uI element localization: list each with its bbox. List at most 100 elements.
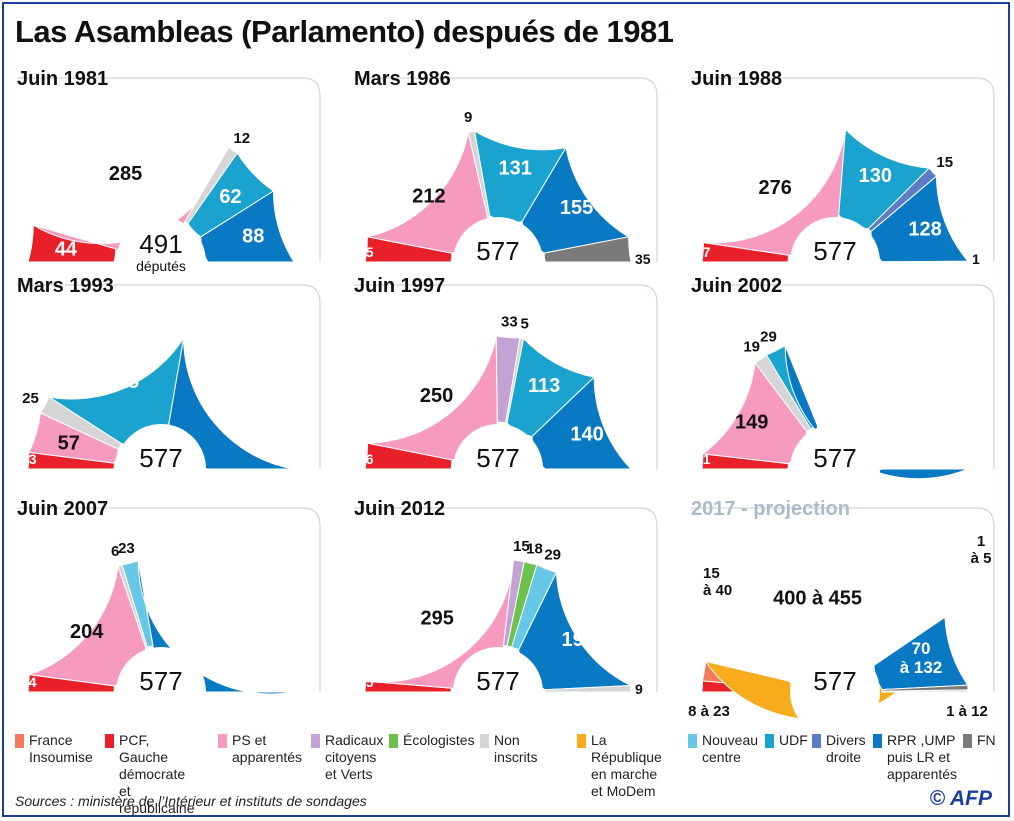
legend-swatch xyxy=(105,734,114,748)
legend-label: Écologistes xyxy=(403,732,475,748)
legend-label: RPR ,UMP puis LR et apparentés xyxy=(887,732,958,782)
seat-label: 285 xyxy=(109,163,142,185)
seat-label: 33 xyxy=(501,313,518,330)
chart-panel-title: Juin 1997 xyxy=(354,275,446,297)
seat-slice xyxy=(544,684,632,693)
total-seats-label: 577 xyxy=(139,666,182,696)
seat-label: 57 xyxy=(58,432,80,454)
chart-panel-title: Juin 1988 xyxy=(691,68,783,90)
seat-slice xyxy=(881,689,969,693)
hemicycle-center xyxy=(116,647,206,737)
panel-frame-line xyxy=(354,77,658,262)
seat-label: 12 xyxy=(233,130,250,147)
seat-label: 250 xyxy=(420,385,453,407)
hemicycle-chart: 21 149 19 29 359 577 Juin 2002 xyxy=(689,275,1009,514)
seat-label: 36 xyxy=(358,451,374,467)
legend-swatch xyxy=(688,734,697,748)
seat-label: 23 xyxy=(118,540,135,557)
seat-slice xyxy=(881,260,969,263)
total-seats-label: 577 xyxy=(476,443,519,473)
chart-panel-title: Juin 2012 xyxy=(354,498,446,520)
seat-label: 15 xyxy=(703,565,720,582)
seat-slice xyxy=(543,236,632,263)
legend-swatch xyxy=(963,734,972,748)
seat-label: 15 xyxy=(358,674,374,690)
legend-label: PCF, Gauche démocrate et républicaine xyxy=(119,732,195,816)
total-seats-label: 491 xyxy=(139,229,182,259)
hemicycle-chart: 15 295 15 18 29 196 9 577 Juin 2012 xyxy=(352,498,672,737)
seat-label: à 5 xyxy=(971,550,992,567)
hemicycle-chart: 8 à 23 15 à 40 400 à 455 70 à 132 1 à 12 1 à 5 57… xyxy=(688,498,1009,737)
seat-label: 24 xyxy=(21,674,37,690)
seat-label: 6 xyxy=(111,543,119,560)
seat-label: 27 xyxy=(695,244,711,260)
hemicycle-svg: 27 276 130 15 128 1 577 xyxy=(691,77,995,307)
panel-frame-line xyxy=(354,284,658,469)
chart-panel-title: 2017 - projection xyxy=(691,498,850,520)
panel-frame-line xyxy=(17,284,321,469)
legend-label: Nouveau centre xyxy=(702,732,759,765)
source-note: Sources : ministère de l’Intérieur et in… xyxy=(15,793,367,809)
seat-label: 70 xyxy=(912,639,931,658)
seat-label: 1 xyxy=(977,533,985,550)
seat-label: 130 xyxy=(859,165,892,187)
legend-swatch xyxy=(15,734,24,748)
hemicycle-center xyxy=(116,424,206,514)
legend-label: FN xyxy=(977,732,996,748)
panel-frame-line xyxy=(17,507,321,692)
legend-swatch xyxy=(765,734,774,748)
total-seats-label: 577 xyxy=(476,666,519,696)
hemicycle-chart: 35 212 9 131 155 35 577 Mars 1986 xyxy=(352,68,672,307)
legend-label: Non inscrits xyxy=(494,732,538,765)
seat-label: 295 xyxy=(420,608,453,630)
seat-label: 320 xyxy=(206,609,239,631)
hemicycle-svg: 36 250 33 5 113 140 577 xyxy=(354,284,658,514)
seat-label: 128 xyxy=(908,219,941,241)
seat-label: 18 xyxy=(526,541,543,558)
total-seats-label: 577 xyxy=(813,443,856,473)
legend-swatch xyxy=(218,734,227,748)
hemicycle-svg: 24 204 623 320 577 xyxy=(17,507,321,737)
seat-label: 113 xyxy=(528,375,560,397)
seat-label: 88 xyxy=(242,225,264,247)
chart-panel-title: Juin 1981 xyxy=(17,68,109,90)
legend-label: France Insoumise xyxy=(29,732,93,765)
legend-label: La République en marche et MoDem xyxy=(591,732,662,799)
legend-label: PS et apparentés xyxy=(232,732,303,765)
hemicycle-svg: 8 à 23 15à 40 400 à 455 70à 132 1 à 12 1à 5 57… xyxy=(688,507,995,737)
hemicycle-svg: 23 57 25 215 257 577 xyxy=(17,284,321,514)
afp-credit: © AFP xyxy=(929,787,992,810)
legend-label: UDF xyxy=(779,732,808,748)
panel-frame-line xyxy=(691,507,995,692)
seat-label: 215 xyxy=(106,371,139,393)
panel-frame-line xyxy=(691,284,995,469)
seat-label: 9 xyxy=(635,681,643,697)
seat-label: 149 xyxy=(735,411,768,433)
seat-label: 35 xyxy=(358,244,374,260)
seat-label: 29 xyxy=(760,329,777,346)
seat-label: 21 xyxy=(695,451,711,467)
hemicycle-chart: 36 250 33 5 113 140 577 Juin 1997 xyxy=(352,275,672,514)
seat-label: 212 xyxy=(412,185,445,207)
hemicycle-center xyxy=(453,424,543,514)
seat-label: 257 xyxy=(218,397,251,419)
legend-swatch xyxy=(311,734,320,748)
hemicycle-center xyxy=(790,424,880,514)
legend-swatch xyxy=(480,734,489,748)
hemicycle-chart: 23 57 25 215 257 577 Mars 1993 xyxy=(15,275,335,514)
seat-label: 1 à 12 xyxy=(946,703,988,720)
panel-frame-line xyxy=(354,507,658,692)
seat-label: 276 xyxy=(759,177,792,199)
hemicycle-chart: 44 285 12 62 88 491 députés Juin 1981 xyxy=(15,68,335,307)
total-seats-label: 577 xyxy=(813,666,856,696)
hemicycle-svg: 35 212 9 131 155 35 577 xyxy=(354,77,658,307)
seat-label: 25 xyxy=(22,390,39,407)
seat-label: 204 xyxy=(70,621,104,643)
hemicycle-center xyxy=(453,647,543,737)
chart-panel-title: Juin 2007 xyxy=(17,498,109,520)
legend-label: Divers droite xyxy=(826,732,866,765)
seat-label: 23 xyxy=(21,451,37,467)
